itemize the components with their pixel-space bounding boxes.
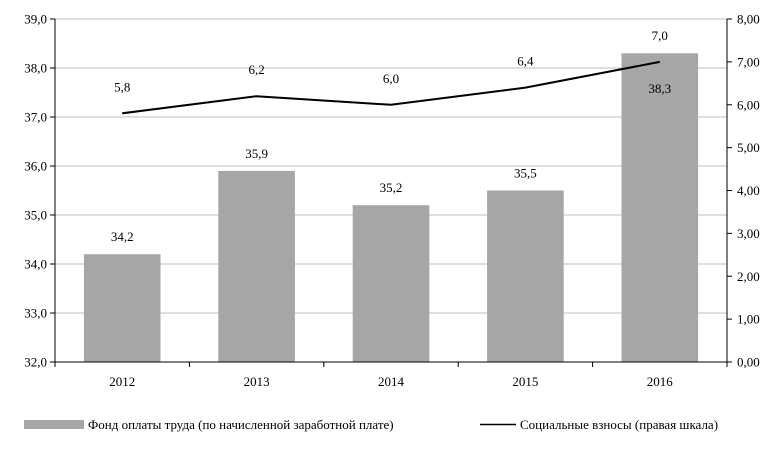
line-data-label: 6,4 bbox=[517, 54, 534, 69]
line-data-label: 6,0 bbox=[383, 71, 399, 86]
bar-data-label: 35,5 bbox=[514, 166, 537, 181]
bar bbox=[621, 53, 699, 363]
bar bbox=[487, 190, 564, 362]
x-tick-label: 2015 bbox=[512, 374, 538, 389]
bar-data-label: 34,2 bbox=[111, 229, 134, 244]
right-tick-label: 1,00 bbox=[737, 312, 760, 327]
right-tick-label: 0,00 bbox=[737, 355, 760, 370]
bar-data-labels: 34,2 35,9 35,2 35,5 38,3 bbox=[111, 81, 671, 244]
right-tick-label: 2,00 bbox=[737, 269, 760, 284]
left-tick-label: 34,0 bbox=[24, 257, 47, 272]
bar bbox=[83, 254, 161, 362]
right-axis-ticks: 0,00 1,00 2,00 3,00 4,00 5,00 6,00 7,00 8,00 bbox=[727, 12, 760, 370]
bar bbox=[352, 205, 430, 362]
line-data-labels: 5,8 6,2 6,0 6,4 7,0 bbox=[114, 28, 668, 94]
bar-data-label: 38,3 bbox=[648, 81, 671, 96]
left-axis-ticks: 32,0 33,0 34,0 35,0 36,0 37,0 38,0 39,0 bbox=[24, 12, 55, 370]
legend: Фонд оплаты труда (по начисленной зарабо… bbox=[24, 417, 718, 432]
legend-swatch-bar bbox=[24, 420, 84, 429]
line-data-label: 6,2 bbox=[248, 62, 264, 77]
x-tick-label: 2016 bbox=[647, 374, 674, 389]
left-tick-label: 32,0 bbox=[24, 355, 47, 370]
right-tick-label: 7,00 bbox=[737, 54, 760, 69]
bar-data-label: 35,2 bbox=[380, 180, 403, 195]
x-tick-label: 2013 bbox=[244, 374, 270, 389]
line-path bbox=[122, 60, 660, 115]
line-data-label: 7,0 bbox=[652, 28, 668, 43]
line-data-label: 5,8 bbox=[114, 79, 130, 94]
left-tick-label: 35,0 bbox=[24, 208, 47, 223]
right-tick-label: 8,00 bbox=[737, 12, 760, 27]
x-axis-ticks: 2012 2013 2014 2015 2016 bbox=[54, 362, 728, 389]
x-tick-label: 2014 bbox=[378, 374, 405, 389]
left-tick-label: 37,0 bbox=[24, 110, 47, 125]
bar-series bbox=[83, 53, 699, 363]
x-tick-label: 2012 bbox=[109, 374, 135, 389]
right-tick-label: 5,00 bbox=[737, 140, 760, 155]
bar bbox=[218, 170, 295, 362]
left-tick-label: 33,0 bbox=[24, 306, 47, 321]
bar-data-label: 35,9 bbox=[245, 146, 268, 161]
right-tick-label: 3,00 bbox=[737, 226, 760, 241]
left-tick-label: 38,0 bbox=[24, 61, 47, 76]
left-tick-label: 36,0 bbox=[24, 159, 47, 174]
right-tick-label: 4,00 bbox=[737, 183, 760, 198]
right-tick-label: 6,00 bbox=[737, 97, 760, 112]
legend-label-line: Социальные взносы (правая шкала) bbox=[520, 417, 718, 432]
left-tick-label: 39,0 bbox=[24, 12, 47, 27]
legend-label-bar: Фонд оплаты труда (по начисленной зарабо… bbox=[88, 417, 394, 432]
line-series bbox=[122, 60, 660, 115]
